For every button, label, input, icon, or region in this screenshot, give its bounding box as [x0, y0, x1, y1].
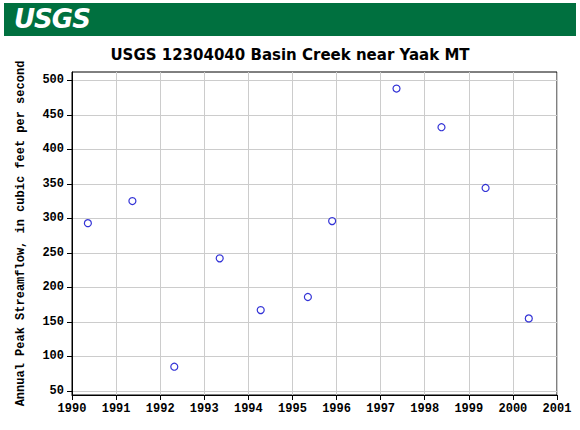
svg-text:1997: 1997	[366, 402, 395, 416]
svg-text:100: 100	[42, 349, 64, 363]
svg-text:300: 300	[42, 211, 64, 225]
svg-text:1993: 1993	[190, 402, 219, 416]
svg-text:1999: 1999	[454, 402, 483, 416]
svg-text:450: 450	[42, 108, 64, 122]
svg-text:1990: 1990	[58, 402, 87, 416]
svg-text:200: 200	[42, 280, 64, 294]
svg-text:400: 400	[42, 142, 64, 156]
svg-text:1995: 1995	[278, 402, 307, 416]
svg-text:1996: 1996	[322, 402, 351, 416]
svg-text:2000: 2000	[499, 402, 528, 416]
svg-text:50: 50	[50, 384, 64, 398]
svg-text:1992: 1992	[146, 402, 175, 416]
svg-text:350: 350	[42, 177, 64, 191]
svg-text:1998: 1998	[410, 402, 439, 416]
svg-text:150: 150	[42, 315, 64, 329]
svg-text:500: 500	[42, 73, 64, 87]
html-text:USGS: USGS	[14, 4, 90, 34]
svg-text:1994: 1994	[234, 402, 263, 416]
svg-text:USGS 12304040 Basin Creek near: USGS 12304040 Basin Creek near Yaak MT	[110, 46, 470, 64]
svg-text:2001: 2001	[543, 402, 572, 416]
svg-text:Annual Peak Streamflow, in cub: Annual Peak Streamflow, in cubic feet pe…	[14, 61, 28, 407]
svg-text:250: 250	[42, 246, 64, 260]
svg-text:1991: 1991	[102, 402, 131, 416]
